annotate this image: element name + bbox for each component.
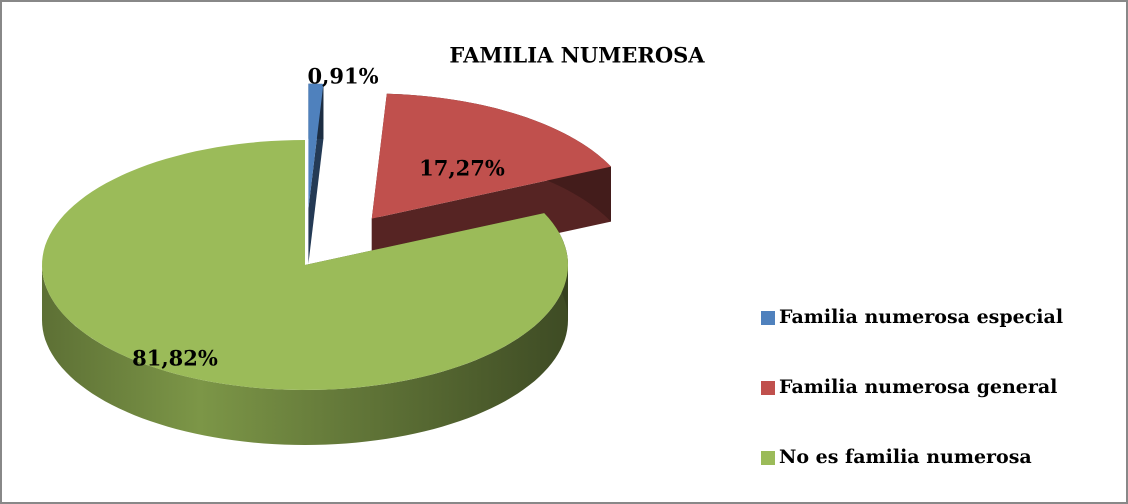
data-label: 0,91% bbox=[307, 64, 378, 89]
slice-side bbox=[42, 265, 568, 445]
data-label: 81,82% bbox=[132, 346, 218, 371]
slice-top bbox=[308, 83, 324, 209]
data-label: 17,27% bbox=[419, 156, 505, 181]
legend-label: Familia numerosa general bbox=[779, 376, 1057, 398]
legend-label: Familia numerosa especial bbox=[779, 306, 1063, 328]
legend-swatch bbox=[761, 311, 775, 325]
pie-slice bbox=[308, 83, 324, 264]
legend-swatch bbox=[761, 381, 775, 395]
pie-slice bbox=[42, 140, 568, 445]
slice-top bbox=[371, 93, 611, 219]
legend-label: No es familia numerosa bbox=[779, 446, 1032, 468]
chart-title: FAMILIA NUMEROSA bbox=[449, 43, 705, 68]
legend-swatch bbox=[761, 451, 775, 465]
slice-top bbox=[42, 140, 568, 390]
